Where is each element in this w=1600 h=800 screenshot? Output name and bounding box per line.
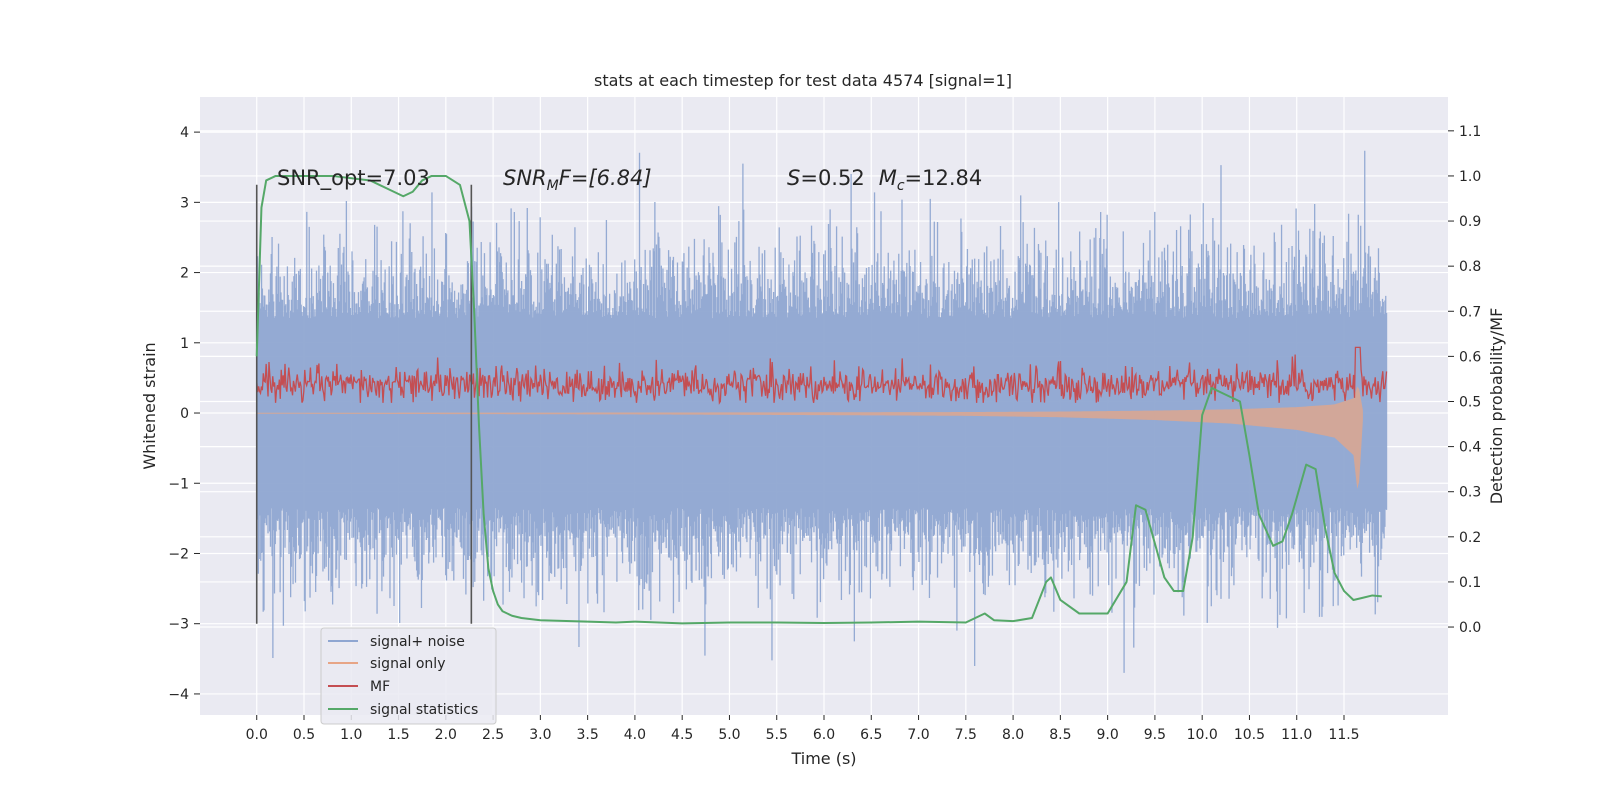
signal-only-trace [256, 386, 1363, 489]
y-tick-label: −4 [168, 687, 189, 703]
y2-tick-label: 0.4 [1459, 440, 1481, 456]
annotation-snr-mf: SNRMF=[6.84] [503, 166, 652, 194]
y2-tick-label: 1.1 [1459, 124, 1481, 140]
x-ticks: 0.0 0.5 1.0 1.5 2.0 2.5 3.0 3.5 4.0 4.5 5.0 5.5 6.0 6… [246, 715, 1360, 743]
x-tick-label: 3.0 [529, 727, 551, 743]
x-tick-label: 1.5 [387, 727, 409, 743]
legend: signal+ noise signal only MF signal stat… [320, 627, 497, 725]
x-tick-label: 11.0 [1281, 727, 1312, 743]
annotation-s-symbol: S [787, 166, 800, 190]
y2-tick-label: 0.8 [1459, 259, 1481, 275]
chart-title: stats at each timestep for test data 457… [594, 71, 1012, 90]
x-tick-label: 5.0 [718, 727, 740, 743]
x-axis-label: Time (s) [790, 749, 856, 768]
y-ticks: 4 3 2 1 0 −1 −2 −3 −4 [168, 125, 200, 703]
y-tick-label: −2 [168, 546, 189, 562]
annotation-mc-value: =12.84 [905, 166, 983, 190]
mf-trace [256, 346, 1388, 405]
legend-label-signal-noise: signal+ noise [370, 634, 465, 650]
x-tick-label: 7.0 [907, 727, 929, 743]
signal-only-series [256, 386, 1363, 489]
y-tick-label: 2 [180, 266, 189, 282]
legend-label-mf: MF [370, 679, 390, 695]
y2-tick-label: 0.0 [1459, 620, 1481, 636]
y2-tick-label: 1.0 [1459, 169, 1481, 185]
annotation-snr-mf-value: F=[6.84] [559, 166, 652, 190]
y2-axis-label: Detection probability/MF [1487, 308, 1506, 505]
annotation-snr-opt: SNR_opt=7.03 [277, 166, 430, 191]
x-tick-label: 6.0 [813, 727, 835, 743]
x-tick-label: 9.5 [1144, 727, 1166, 743]
mf-series [256, 346, 1388, 405]
x-tick-label: 8.0 [1002, 727, 1024, 743]
legend-label-signal-statistics: signal statistics [370, 702, 478, 718]
x-tick-label: 3.5 [577, 727, 599, 743]
y2-tick-label: 0.2 [1459, 530, 1481, 546]
annotation-snr-mf-subscript: M [547, 178, 559, 194]
annotation-s-mc: S=0.52 Mc=12.84 [787, 166, 982, 194]
legend-box [320, 627, 497, 725]
y-tick-label: 0 [180, 406, 189, 422]
y-tick-label: 1 [180, 336, 189, 352]
y2-tick-label: 0.5 [1459, 394, 1481, 410]
x-tick-label: 6.5 [860, 727, 882, 743]
x-tick-label: 10.0 [1187, 727, 1218, 743]
x-tick-label: 11.5 [1328, 727, 1359, 743]
signal-statistics-trace [255, 174, 1382, 625]
y2-ticks: 1.1 1.0 0.9 0.8 0.7 0.6 0.5 0.4 0.3 0.2 0.1 0.0 [1448, 124, 1481, 636]
x-tick-label: 2.5 [482, 727, 504, 743]
x-tick-label: 4.5 [671, 727, 693, 743]
annotation-s-value: =0.52 [800, 166, 864, 190]
x-tick-label: 9.0 [1097, 727, 1119, 743]
y-tick-label: −1 [168, 476, 189, 492]
x-tick-label: 10.5 [1234, 727, 1265, 743]
x-tick-label: 0.0 [246, 727, 268, 743]
y-tick-label: 4 [180, 125, 189, 141]
x-tick-label: 2.0 [435, 727, 457, 743]
annotation-mc-subscript: c [897, 178, 905, 194]
y2-tick-label: 0.1 [1459, 575, 1481, 591]
annotation-snr-mf-symbol: SNR [503, 166, 547, 190]
annotation-mc-symbol: M [879, 166, 897, 190]
y2-tick-label: 0.6 [1459, 349, 1481, 365]
y2-tick-label: 0.3 [1459, 485, 1481, 501]
legend-label-signal-only: signal only [370, 656, 445, 672]
x-tick-label: 5.5 [766, 727, 788, 743]
x-tick-label: 7.5 [955, 727, 977, 743]
y2-tick-label: 0.7 [1459, 304, 1481, 320]
x-tick-label: 0.5 [293, 727, 315, 743]
x-tick-label: 4.0 [624, 727, 646, 743]
y-tick-label: −3 [168, 617, 189, 633]
y-tick-label: 3 [180, 195, 189, 211]
y2-tick-label: 0.9 [1459, 214, 1481, 230]
x-tick-label: 1.0 [340, 727, 362, 743]
y-axis-label: Whitened strain [140, 342, 159, 469]
x-tick-label: 8.5 [1049, 727, 1071, 743]
signal-statistics-series [255, 174, 1382, 625]
